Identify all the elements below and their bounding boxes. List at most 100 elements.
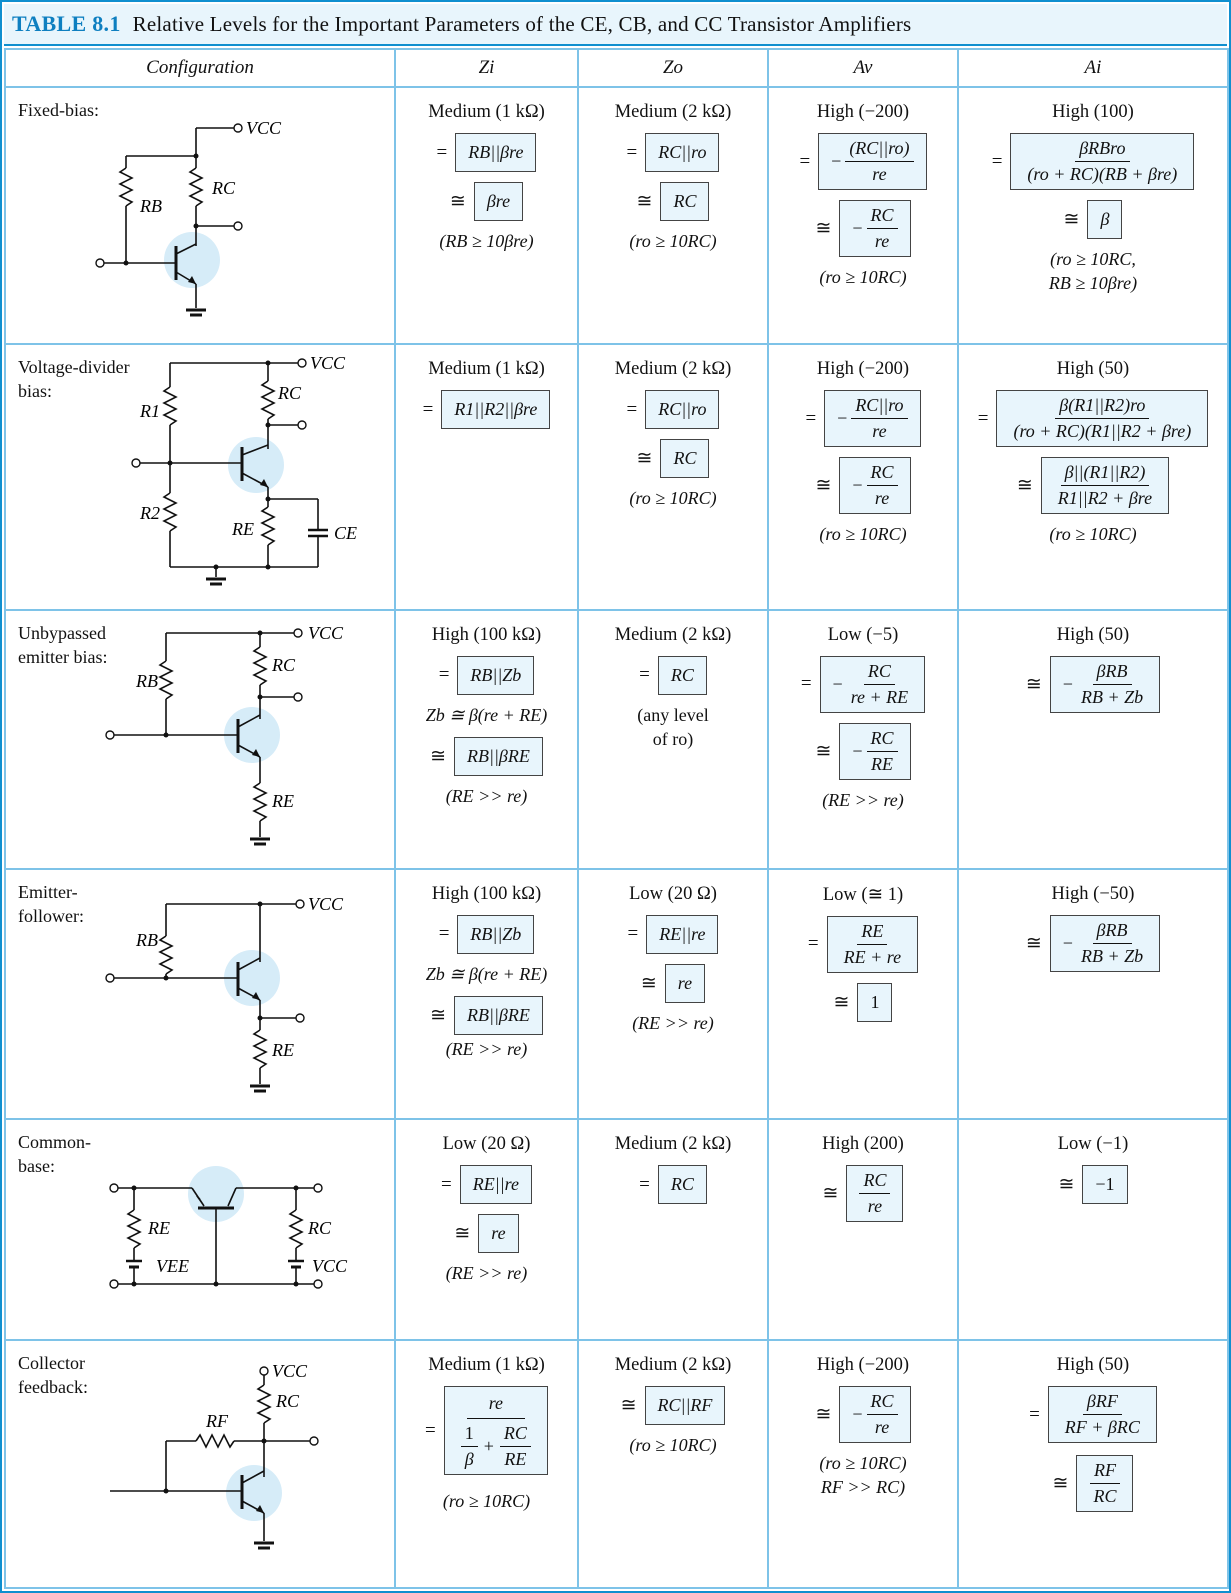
ai-approx: RF RC <box>1076 1455 1134 1513</box>
ai-level: High (50) <box>1056 359 1130 380</box>
svg-text:VCC: VCC <box>246 118 282 138</box>
ai-approx: −1 <box>1082 1165 1128 1205</box>
av-cell: High (−200) = − RC||ro re ≅ − RC re (ro ≥ 10RC… <box>767 343 959 611</box>
ai-level: High (50) <box>1056 1355 1130 1376</box>
zo-cell: Medium (2 kΩ) = RC (any level of ro) <box>577 608 769 870</box>
header-zo: Zo <box>577 47 769 89</box>
table-number: TABLE 8.1 <box>12 11 121 36</box>
ai-condition: (ro ≥ 10RC, RB ≥ 10βre) <box>1048 249 1138 294</box>
zo-equation: RC <box>657 655 707 695</box>
av-cell: High (−200) ≅ − RC re (ro ≥ 10RC) RF >> RC) <box>767 1339 959 1589</box>
svg-text:R2: R2 <box>139 503 160 523</box>
ai-approx: β||(R1||R2) R1||R2 + βre <box>1040 457 1170 515</box>
zo-equation: RC||ro <box>645 390 720 430</box>
zi-cell: High (100 kΩ) = RB||Zb Zb ≅ β(re + RE) ≅ R… <box>394 867 579 1121</box>
zo-condition: (ro ≥ 10RC) <box>629 231 717 252</box>
av-approx: RC re <box>846 1165 904 1223</box>
zi-cell: Low (20 Ω) = RE||re ≅ re (RE >> re) <box>394 1118 579 1342</box>
zo-condition: (ro ≥ 10RC) <box>629 1435 717 1456</box>
svg-text:RE: RE <box>271 1040 294 1060</box>
svg-text:RE: RE <box>231 519 254 539</box>
av-equation: − RC||ro re <box>824 390 921 448</box>
ai-condition: (ro ≥ 10RC) <box>1049 524 1137 545</box>
ai-cell: High (50) = β(R1||R2)ro (ro + RC)(R1||R2 +… <box>957 343 1229 611</box>
config-label: Fixed-bias: <box>18 100 99 121</box>
zi-level: Low (20 Ω) <box>442 1134 531 1155</box>
zi-equation: RB||βre <box>455 133 537 173</box>
config-cell: Unbypassed emitter bias: <box>4 608 396 870</box>
svg-text:VCC: VCC <box>308 623 344 643</box>
av-cell: High (−200) = − (RC||ro) re ≅ − RC re (ro ≥ 10… <box>767 86 959 346</box>
svg-text:RC: RC <box>277 383 302 403</box>
svg-text:CE: CE <box>334 523 357 543</box>
emitter-follower-circuit-diagram: VCC RB RE <box>105 894 344 1093</box>
zi-condition: (RE >> re) <box>445 1263 528 1284</box>
zi-approx: RB||βRE <box>454 995 543 1035</box>
header-av: Av <box>767 47 959 89</box>
av-level: High (−200) <box>816 1355 910 1376</box>
av-condition: (ro ≥ 10RC) RF >> RC) <box>819 1453 907 1498</box>
zi-equation: RB||Zb <box>457 914 535 954</box>
zo-level: Low (20 Ω) <box>629 883 717 904</box>
zi-condition: (RE >> re) <box>445 785 528 806</box>
zo-cell: Low (20 Ω) = RE||re ≅ re (RE >> re) <box>577 867 769 1121</box>
config-cell: Common-base: <box>4 1118 396 1342</box>
av-condition: (RE >> re) <box>822 789 904 810</box>
zo-cell: Medium (2 kΩ) = RC||ro ≅ RC (ro ≥ 10RC) <box>577 86 769 346</box>
config-cell: Emitter-follower: <box>4 867 396 1121</box>
av-approx: 1 <box>857 982 893 1022</box>
zo-level: Medium (2 kΩ) <box>614 624 732 645</box>
zi-condition: (RE >> re) <box>445 1038 528 1059</box>
zi-approx: βre <box>473 182 524 222</box>
zo-level: Medium (2 kΩ) <box>614 1355 732 1376</box>
zi-cell: High (100 kΩ) = RB||Zb Zb ≅ β(re + RE) ≅ R… <box>394 608 579 870</box>
config-cell: Voltage-divider bias: <box>4 343 396 611</box>
svg-text:RB: RB <box>139 196 162 216</box>
zo-level: Medium (2 kΩ) <box>614 102 732 123</box>
common-base-circuit-diagram: RE VEE RC VCC <box>109 1166 348 1290</box>
zo-cell: Medium (2 kΩ) ≅ RC||RF (ro ≥ 10RC) <box>577 1339 769 1589</box>
zo-note: (any level of ro) <box>637 704 709 749</box>
av-approx: − RC re <box>839 1386 911 1444</box>
av-level: High (−200) <box>816 359 910 380</box>
zi-level: Medium (1 kΩ) <box>428 359 545 380</box>
zo-approx: RC <box>660 439 710 479</box>
av-level: High (200) <box>822 1134 904 1155</box>
zo-equation: RC <box>657 1165 707 1205</box>
zi-equation: R1||R2||βre <box>441 390 551 430</box>
voltage-divider-circuit-diagram: VCC RC R1 R2 RE CE <box>131 353 357 586</box>
svg-text:RC: RC <box>211 178 236 198</box>
av-cell: Low (≅ 1) = RE RE + re ≅ 1 <box>767 867 959 1121</box>
svg-text:RB: RB <box>135 671 158 691</box>
zi-condition: (ro ≥ 10RC) <box>442 1491 531 1512</box>
zi-equation: RB||Zb <box>457 655 535 695</box>
av-condition: (ro ≥ 10RC) <box>819 267 907 288</box>
ai-approx: β <box>1087 200 1123 240</box>
ai-level: High (50) <box>1056 624 1130 645</box>
config-label: Voltage-divider bias: <box>18 357 130 402</box>
zi-approx: RB||βRE <box>454 736 543 776</box>
table-row: Voltage-divider bias: <box>4 343 1229 611</box>
av-equation: − (RC||ro) re <box>818 133 927 191</box>
unbypassed-emitter-circuit-diagram: VCC RC RB RE <box>105 623 344 846</box>
ai-approx: − βRB RB + Zb <box>1049 655 1161 713</box>
header-row: Configuration Zi Zo Av Ai <box>4 47 1229 89</box>
zo-equation: RC||ro <box>645 133 720 173</box>
svg-text:RC: RC <box>271 655 296 675</box>
zi-equation: RE||re <box>459 1165 532 1205</box>
zi-level: High (100 kΩ) <box>431 624 542 645</box>
ai-cell: Low (−1) ≅ −1 <box>957 1118 1229 1342</box>
ai-equation: βRBro (ro + RC)(RB + βre) <box>1010 133 1195 191</box>
zo-approx: RC||RF <box>644 1386 726 1426</box>
svg-text:RC: RC <box>275 1391 300 1411</box>
svg-text:RE: RE <box>147 1218 170 1238</box>
ai-cell: High (50) = βRF RF + βRC ≅ RF RC <box>957 1339 1229 1589</box>
header-ai: Ai <box>957 47 1229 89</box>
header-configuration: Configuration <box>4 47 396 89</box>
zb-definition: Zb ≅ β(re + RE) <box>425 704 548 725</box>
table-row: Unbypassed emitter bias: <box>4 608 1229 870</box>
svg-text:RF: RF <box>205 1411 229 1431</box>
